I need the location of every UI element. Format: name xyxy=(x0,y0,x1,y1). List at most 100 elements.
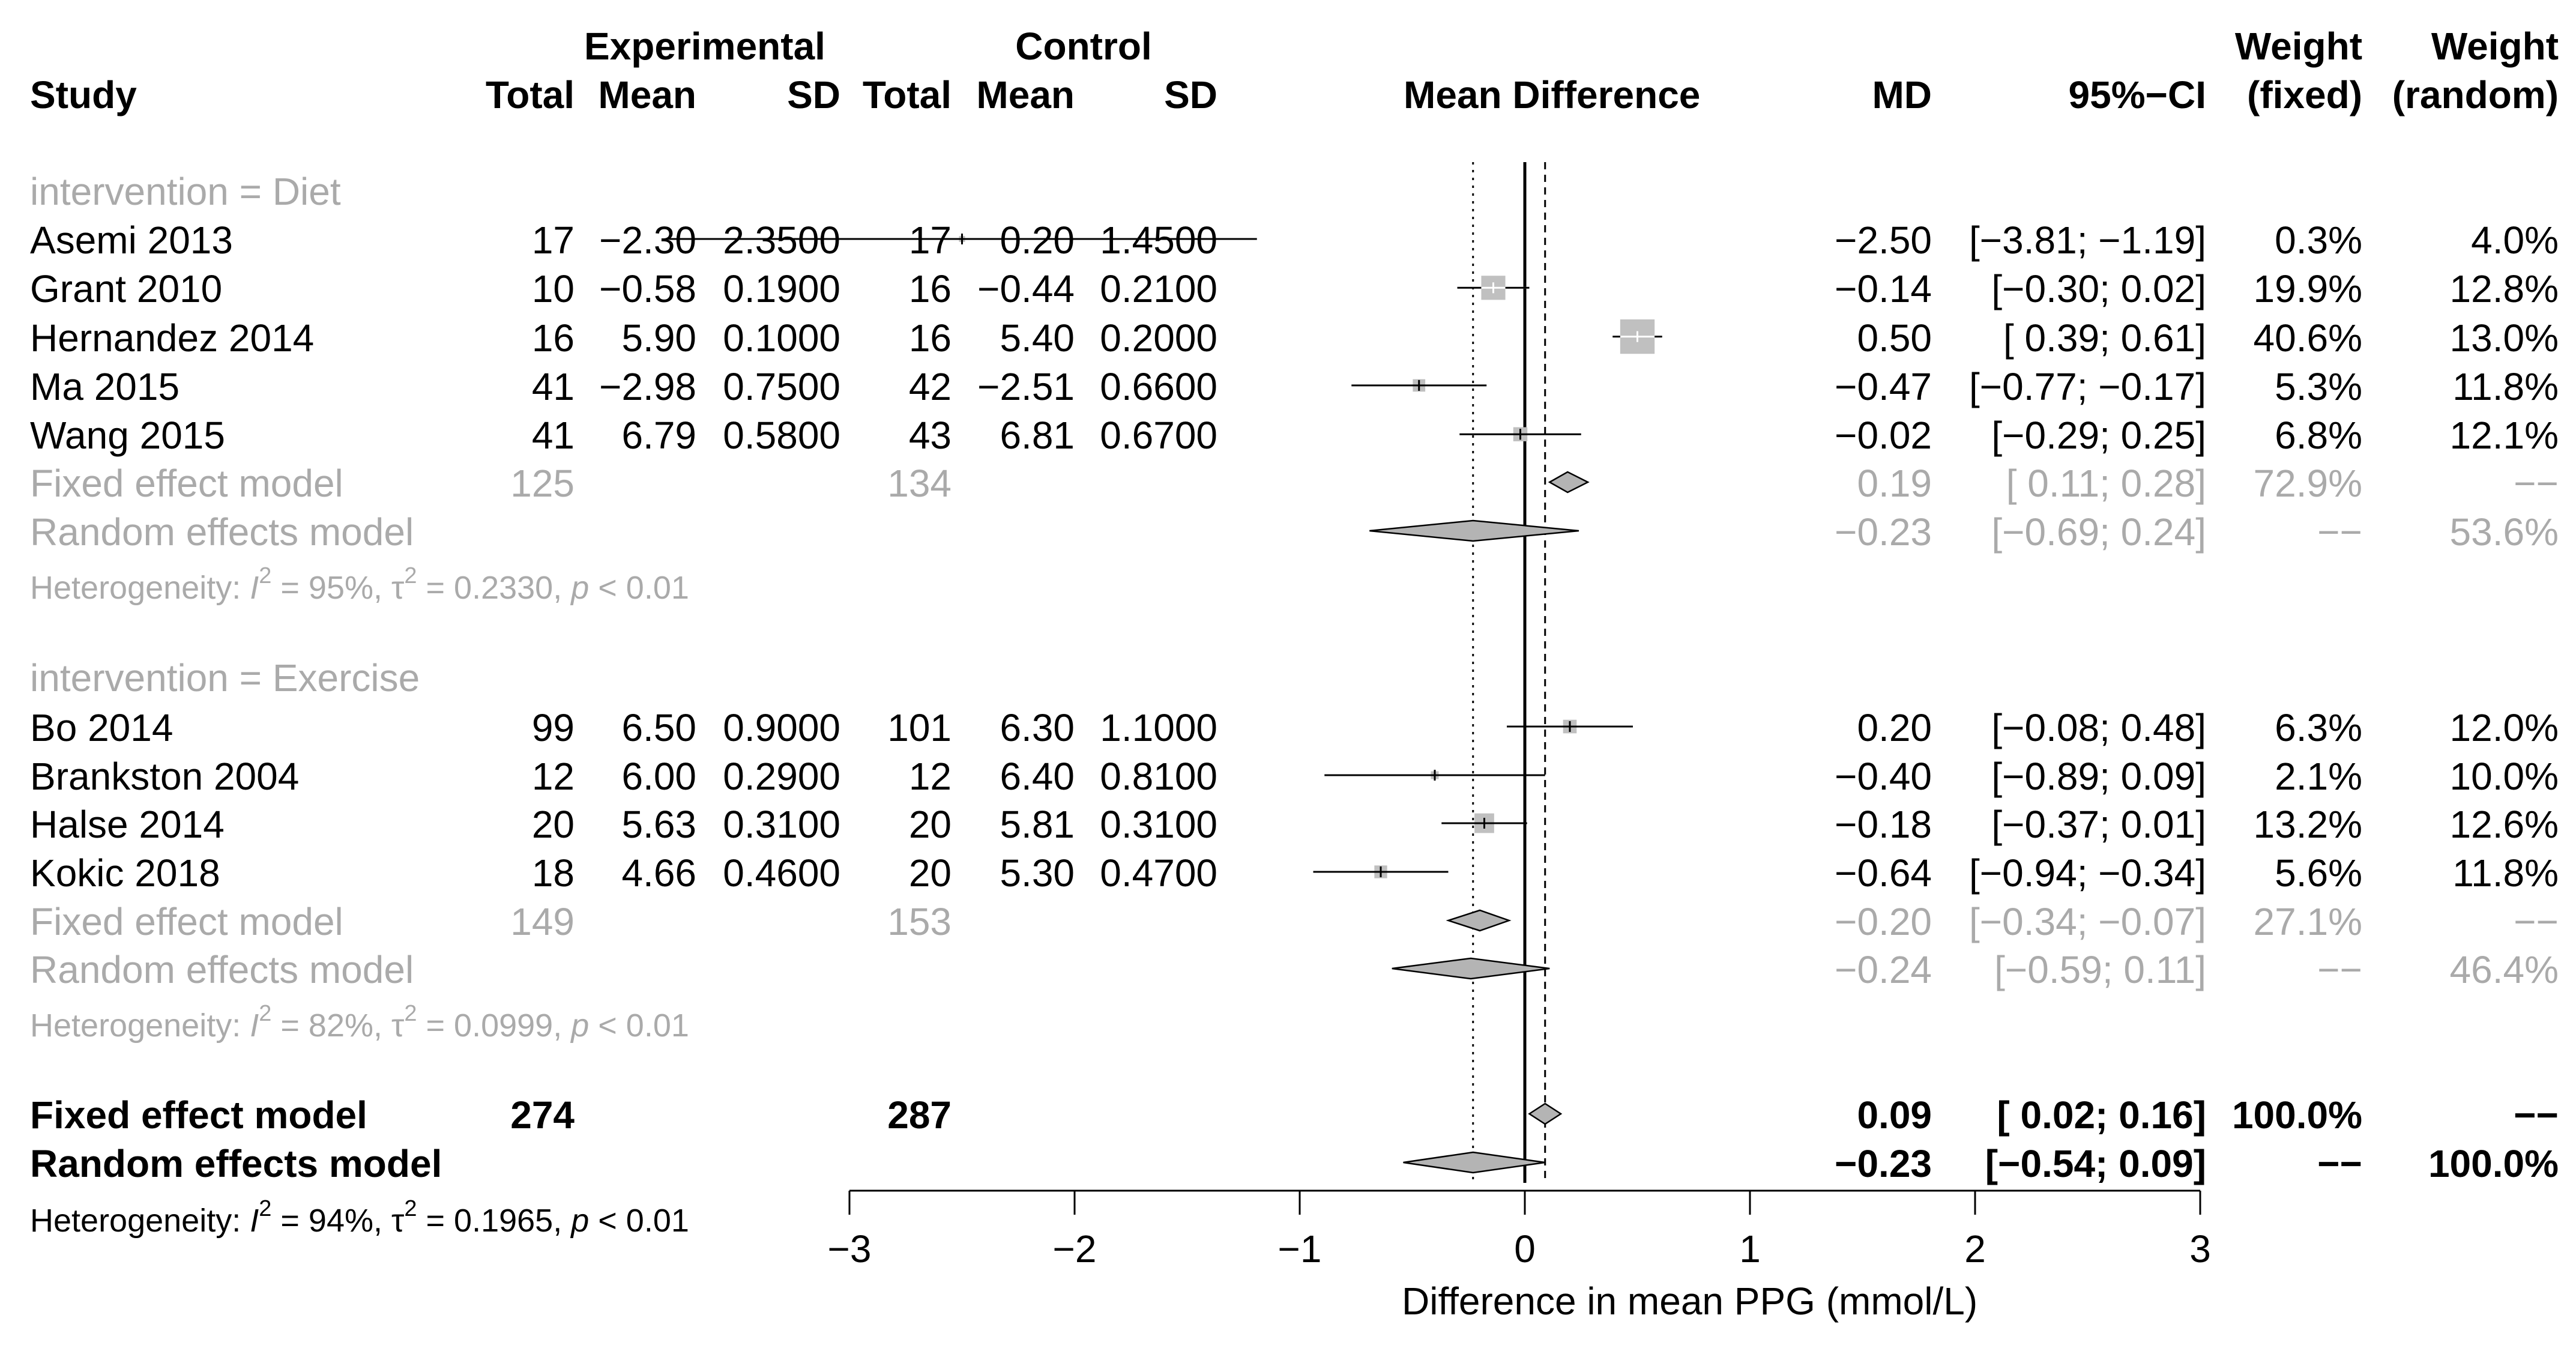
study-name: Grant 2010 xyxy=(30,267,223,311)
exp-total: 17 xyxy=(531,219,575,262)
ctrl-total: 101 xyxy=(887,706,952,749)
exp-total: 41 xyxy=(531,414,575,458)
exp-mean: −0.58 xyxy=(599,267,696,311)
model-ctrl-total: 287 xyxy=(887,1093,952,1137)
ci-value: [−3.81; −1.19] xyxy=(1969,219,2206,262)
model-ci: [−0.59; 0.11] xyxy=(1994,948,2206,991)
weight-random: 11.8% xyxy=(2452,364,2559,408)
model-ci: [−0.54; 0.09] xyxy=(1985,1142,2206,1185)
header-control: Control xyxy=(1015,25,1152,68)
model-weight-random: 100.0% xyxy=(2428,1142,2559,1185)
weight-fixed: 6.3% xyxy=(2275,706,2362,749)
model-weight-random: 46.4% xyxy=(2449,948,2559,991)
weight-fixed: 6.8% xyxy=(2275,414,2362,458)
heterogeneity-text: Heterogeneity: I2 = 95%, τ2 = 0.2330, p … xyxy=(30,563,689,606)
exp-total: 10 xyxy=(531,267,575,311)
header-study: Study xyxy=(30,73,137,116)
ctrl-sd: 0.3100 xyxy=(1100,803,1217,846)
subgroup-label: intervention = Diet xyxy=(30,170,341,213)
ctrl-sd: 0.6700 xyxy=(1100,414,1217,458)
x-tick-label: −1 xyxy=(1277,1227,1322,1271)
weight-random: 10.0% xyxy=(2449,755,2559,798)
exp-sd: 0.7500 xyxy=(723,364,840,408)
fixed-effect-diamond xyxy=(1528,1102,1563,1125)
header-exp-total: Total xyxy=(485,73,575,116)
study-name: Asemi 2013 xyxy=(30,219,233,262)
ci-value: [ 0.39; 0.61] xyxy=(2003,316,2206,360)
weight-fixed: 2.1% xyxy=(2275,755,2362,798)
x-tick-label: 3 xyxy=(2189,1227,2211,1271)
exp-sd: 2.3500 xyxy=(723,219,840,262)
model-weight-fixed: 72.9% xyxy=(2253,462,2362,505)
study-name: Bo 2014 xyxy=(30,706,173,749)
model-ci: [ 0.11; 0.28] xyxy=(2006,462,2206,505)
ctrl-total: 20 xyxy=(908,803,952,846)
ci-value: [−0.08; 0.48] xyxy=(1991,706,2206,749)
ctrl-sd: 0.2000 xyxy=(1100,316,1217,360)
header-experimental: Experimental xyxy=(584,25,825,68)
ctrl-total: 12 xyxy=(908,755,952,798)
fixed-model-label: Fixed effect model xyxy=(30,462,343,505)
ctrl-mean: −0.44 xyxy=(977,267,1075,311)
weight-fixed: 13.2% xyxy=(2253,803,2362,846)
heterogeneity-text: Heterogeneity: I2 = 94%, τ2 = 0.1965, p … xyxy=(30,1196,689,1239)
ctrl-mean: 5.81 xyxy=(1000,803,1075,846)
weight-fixed: 0.3% xyxy=(2275,219,2362,262)
exp-total: 16 xyxy=(531,316,575,360)
model-weight-random: 53.6% xyxy=(2449,510,2559,554)
model-weight-fixed: 27.1% xyxy=(2253,900,2362,943)
header-weight-random-sub: (random) xyxy=(2392,73,2559,116)
exp-mean: −2.30 xyxy=(599,219,696,262)
header-ctrl-sd: SD xyxy=(1164,73,1217,116)
exp-sd: 0.4600 xyxy=(723,851,840,895)
md-value: −0.47 xyxy=(1835,364,1932,408)
ctrl-total: 16 xyxy=(908,316,952,360)
weight-fixed: 5.6% xyxy=(2275,851,2362,895)
study-name: Brankston 2004 xyxy=(30,755,300,798)
exp-sd: 0.2900 xyxy=(723,755,840,798)
ctrl-mean: 6.30 xyxy=(1000,706,1075,749)
weight-random: 12.0% xyxy=(2449,706,2559,749)
header-ci: 95%−CI xyxy=(2068,73,2206,116)
exp-sd: 0.5800 xyxy=(723,414,840,458)
study-name: Kokic 2018 xyxy=(30,851,220,895)
ci-value: [−0.77; −0.17] xyxy=(1969,364,2206,408)
fixed-model-label: Fixed effect model xyxy=(30,1093,367,1137)
model-weight-random: −− xyxy=(2514,462,2559,505)
model-md: 0.19 xyxy=(1857,462,1932,505)
random-effect-diamond xyxy=(1392,957,1550,980)
md-value: −0.40 xyxy=(1835,755,1932,798)
random-effect-diamond xyxy=(1369,519,1579,542)
model-weight-fixed: −− xyxy=(2317,948,2362,991)
weight-random: 12.6% xyxy=(2449,803,2559,846)
study-name: Wang 2015 xyxy=(30,414,225,458)
exp-sd: 0.9000 xyxy=(723,706,840,749)
model-exp-total: 274 xyxy=(510,1093,575,1137)
exp-sd: 0.1000 xyxy=(723,316,840,360)
exp-mean: −2.98 xyxy=(599,364,696,408)
model-ctrl-total: 134 xyxy=(887,462,952,505)
heterogeneity-text: Heterogeneity: I2 = 82%, τ2 = 0.0999, p … xyxy=(30,1001,689,1044)
x-axis-label: Difference in mean PPG (mmol/L) xyxy=(1402,1280,1978,1323)
model-md: −0.23 xyxy=(1835,510,1932,554)
weight-fixed: 40.6% xyxy=(2253,316,2362,360)
ctrl-sd: 0.4700 xyxy=(1100,851,1217,895)
ctrl-mean: 5.30 xyxy=(1000,851,1075,895)
ci-value: [−0.89; 0.09] xyxy=(1991,755,2206,798)
ctrl-mean: −2.51 xyxy=(977,364,1075,408)
study-name: Halse 2014 xyxy=(30,803,225,846)
weight-fixed: 5.3% xyxy=(2275,364,2362,408)
random-model-label: Random effects model xyxy=(30,948,414,991)
random-effect-diamond xyxy=(1403,1151,1545,1174)
header-weight-fixed: Weight xyxy=(2234,25,2362,68)
md-value: 0.50 xyxy=(1857,316,1932,360)
header-exp-mean: Mean xyxy=(598,73,696,116)
md-value: 0.20 xyxy=(1857,706,1932,749)
subgroup-label: intervention = Exercise xyxy=(30,656,420,700)
model-md: −0.24 xyxy=(1835,948,1932,991)
model-md: −0.20 xyxy=(1835,900,1932,943)
exp-sd: 0.1900 xyxy=(723,267,840,311)
model-md: −0.23 xyxy=(1835,1142,1932,1185)
exp-mean: 6.50 xyxy=(621,706,696,749)
